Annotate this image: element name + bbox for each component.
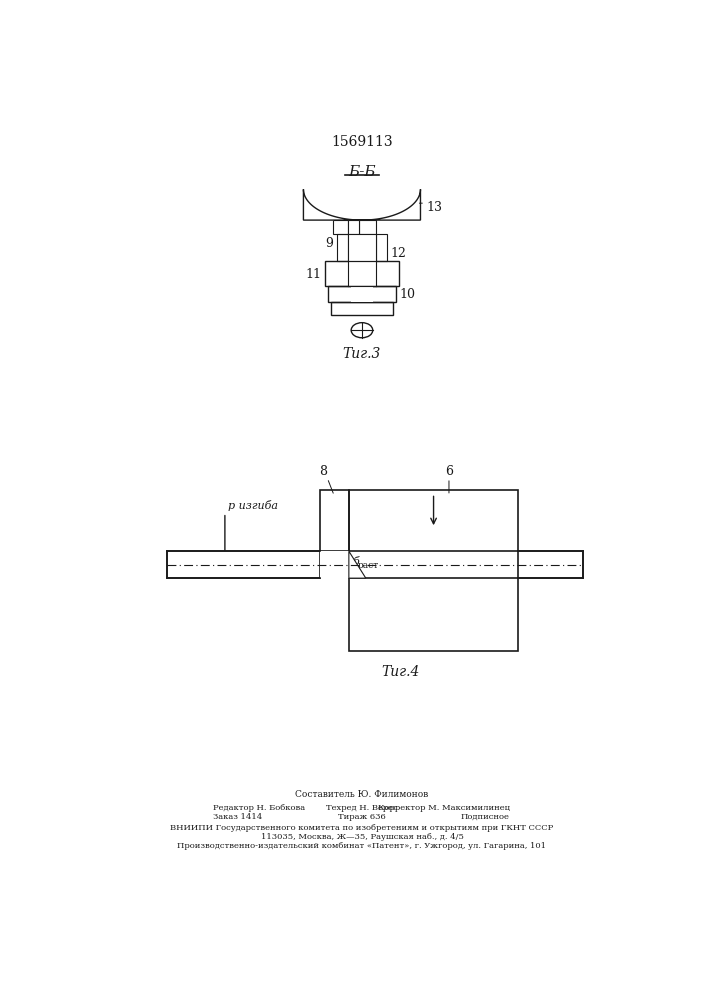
- Text: р изгиба: р изгиба: [228, 500, 278, 511]
- Text: 1569113: 1569113: [331, 135, 393, 149]
- Bar: [518, 551, 583, 578]
- Bar: [320, 490, 349, 551]
- Text: Заказ 1414: Заказ 1414: [214, 813, 262, 821]
- Text: Τиг.3: Τиг.3: [343, 347, 381, 361]
- Ellipse shape: [351, 323, 373, 338]
- Text: Производственно-издательский комбинат «Патент», г. Ужгород, ул. Гагарина, 101: Производственно-издательский комбинат «П…: [177, 842, 547, 850]
- Bar: [348, 261, 376, 286]
- Bar: [359, 220, 376, 234]
- Bar: [328, 286, 396, 302]
- Bar: [349, 490, 518, 551]
- Bar: [349, 490, 518, 551]
- Bar: [331, 302, 393, 315]
- Bar: [349, 490, 518, 551]
- Bar: [320, 490, 349, 551]
- Text: 11: 11: [305, 268, 321, 281]
- Bar: [337, 234, 348, 261]
- Bar: [348, 220, 359, 234]
- Bar: [359, 220, 376, 234]
- Bar: [349, 578, 518, 651]
- Bar: [351, 286, 373, 302]
- Bar: [349, 578, 518, 651]
- Text: 8: 8: [320, 465, 327, 478]
- Text: Τиг.4: Τиг.4: [381, 665, 420, 679]
- Text: 12: 12: [390, 247, 407, 260]
- Polygon shape: [349, 551, 366, 578]
- Text: Подписное: Подписное: [461, 813, 510, 821]
- Bar: [376, 234, 387, 261]
- Bar: [328, 286, 396, 302]
- Bar: [348, 234, 376, 261]
- Bar: [376, 234, 387, 261]
- Text: 9: 9: [326, 237, 334, 250]
- Bar: [337, 234, 348, 261]
- Bar: [325, 261, 399, 286]
- Text: б: б: [353, 557, 359, 567]
- Bar: [328, 286, 396, 302]
- Text: Техред Н. Верес: Техред Н. Верес: [326, 804, 398, 812]
- Bar: [325, 261, 399, 286]
- Polygon shape: [303, 189, 421, 220]
- Text: 6: 6: [445, 465, 453, 478]
- Text: 10: 10: [399, 288, 416, 301]
- Bar: [359, 220, 376, 234]
- Text: 113035, Москва, Ж—35, Раушская наб., д. 4/5: 113035, Москва, Ж—35, Раушская наб., д. …: [260, 833, 463, 841]
- Bar: [333, 220, 348, 234]
- Bar: [325, 261, 399, 286]
- Text: Тираж 636: Тираж 636: [338, 813, 386, 821]
- Text: раст: раст: [358, 561, 380, 570]
- Text: Редактор Н. Бобкова: Редактор Н. Бобкова: [214, 804, 305, 812]
- Bar: [167, 551, 320, 578]
- Bar: [320, 490, 349, 551]
- Bar: [320, 551, 349, 578]
- Bar: [333, 220, 348, 234]
- Text: ВНИИПИ Государственного комитета по изобретениям и открытиям при ГКНТ СССР: ВНИИПИ Государственного комитета по изоб…: [170, 824, 554, 832]
- Text: 13: 13: [426, 201, 443, 214]
- Text: Б-Б: Б-Б: [348, 165, 375, 179]
- Bar: [349, 578, 518, 651]
- Bar: [337, 234, 348, 261]
- Text: Составитель Ю. Филимонов: Составитель Ю. Филимонов: [296, 790, 428, 799]
- Bar: [376, 234, 387, 261]
- Bar: [333, 220, 348, 234]
- Text: Корректор М. Максимилинец: Корректор М. Максимилинец: [378, 804, 510, 812]
